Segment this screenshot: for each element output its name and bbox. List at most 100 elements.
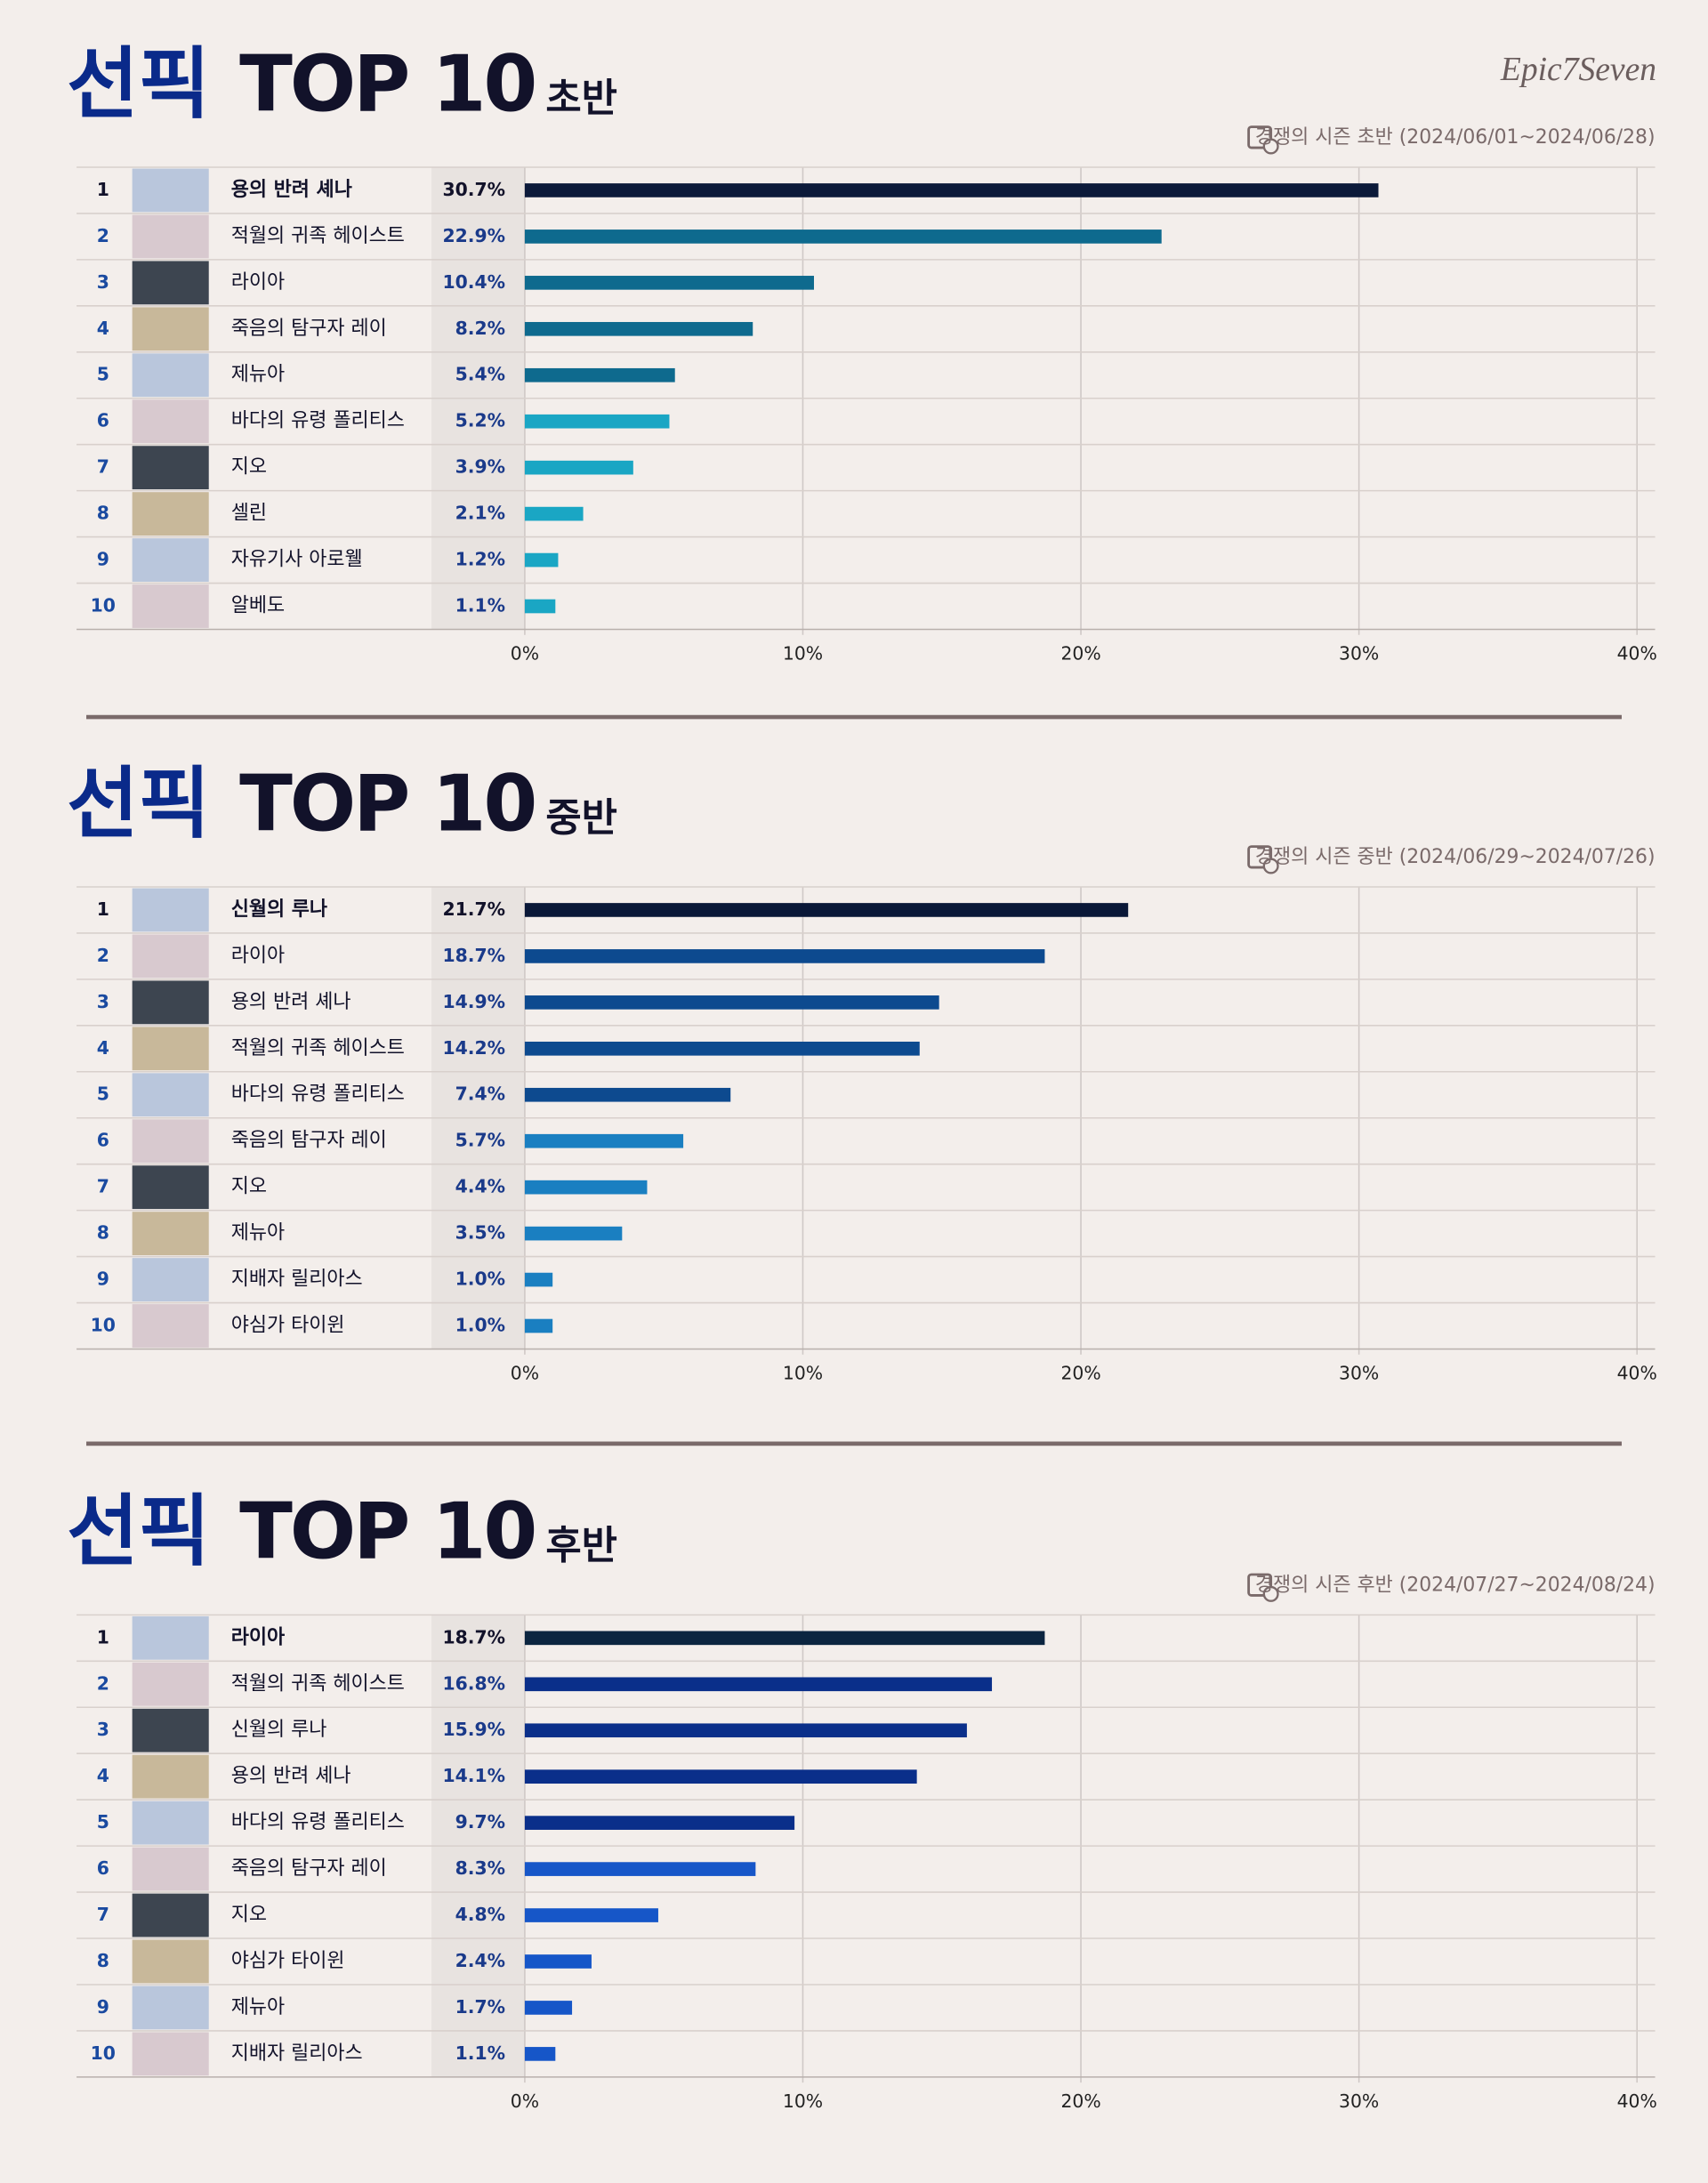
value-label: 4.4% <box>455 1176 505 1197</box>
value-label: 21.7% <box>442 898 505 920</box>
avatar <box>132 1212 209 1256</box>
character-name: 제뉴아 <box>231 364 285 386</box>
rank: 3 <box>97 271 109 293</box>
calendar-icon <box>1247 125 1273 149</box>
x-tick-label: 20% <box>1060 643 1100 665</box>
rank: 5 <box>97 1083 109 1105</box>
title-phase: 중반 <box>545 795 617 841</box>
character-name: 적월의 귀족 헤이스트 <box>231 225 405 247</box>
calendar-clock <box>1262 1585 1279 1602</box>
avatar <box>132 353 209 398</box>
title-phase: 초반 <box>545 76 617 121</box>
value-label: 1.7% <box>455 1996 505 2018</box>
rank: 9 <box>97 549 109 570</box>
value-label: 1.2% <box>455 549 505 570</box>
title: 선픽 <box>67 38 210 129</box>
avatar <box>132 492 209 536</box>
rank: 6 <box>97 1130 109 1151</box>
rank: 9 <box>97 1269 109 1290</box>
character-name: 셀린 <box>231 503 267 525</box>
avatar <box>132 1304 209 1348</box>
character-name: 바다의 유령 폴리티스 <box>231 410 405 432</box>
bar <box>524 460 633 475</box>
avatar <box>132 1615 209 1660</box>
x-tick-label: 40% <box>1617 643 1657 665</box>
avatar <box>132 399 209 444</box>
character-name: 용의 반려 셰나 <box>231 1765 351 1787</box>
value-label: 30.7% <box>442 179 505 200</box>
calendar-icon <box>1247 845 1273 869</box>
bar <box>524 949 1045 963</box>
bar <box>524 1226 623 1241</box>
bar <box>524 183 1379 197</box>
character-name: 신월의 루나 <box>231 898 327 921</box>
character-name: 용의 반려 셰나 <box>231 179 352 201</box>
bar <box>524 506 584 521</box>
x-tick-label: 20% <box>1060 2090 1100 2112</box>
bar <box>524 1041 920 1056</box>
character-name: 야심가 타이윈 <box>231 1950 345 1972</box>
title-main: TOP 10 <box>239 758 535 849</box>
rank: 2 <box>97 945 109 966</box>
avatar <box>132 1073 209 1117</box>
rank: 1 <box>97 179 109 200</box>
character-name: 지오 <box>231 1176 267 1198</box>
character-name: 죽음의 탐구자 레이 <box>231 1130 387 1152</box>
rank: 4 <box>97 1037 109 1059</box>
x-tick-label: 40% <box>1617 2090 1657 2112</box>
x-tick-label: 30% <box>1339 643 1379 665</box>
value-label: 3.5% <box>455 1222 505 1244</box>
value-label: 9.7% <box>455 1811 505 1833</box>
calendar-clock <box>1262 138 1279 155</box>
rank: 6 <box>97 1857 109 1879</box>
character-name: 야심가 타이윈 <box>231 1315 345 1337</box>
value-label: 2.4% <box>455 1950 505 1971</box>
rank: 7 <box>97 1904 109 1925</box>
bar <box>524 1908 658 1922</box>
x-tick-label: 0% <box>511 2090 539 2112</box>
x-tick-label: 40% <box>1617 1363 1657 1384</box>
bar <box>524 1816 795 1830</box>
rank: 5 <box>97 1811 109 1833</box>
avatar <box>132 980 209 1025</box>
character-name: 지오 <box>231 456 267 479</box>
avatar <box>132 2032 209 2076</box>
bar <box>524 599 556 614</box>
x-tick-label: 0% <box>511 643 539 665</box>
bar <box>524 1180 648 1195</box>
rank: 4 <box>97 1765 109 1786</box>
rank: 10 <box>91 1315 116 1336</box>
rank: 9 <box>97 1996 109 2018</box>
value-label: 16.8% <box>442 1672 505 1694</box>
value-label: 18.7% <box>442 1626 505 1647</box>
value-label: 1.1% <box>455 2042 505 2064</box>
value-label: 2.1% <box>455 503 505 524</box>
bar <box>524 367 675 383</box>
avatar <box>132 1258 209 1301</box>
calendar-clock <box>1262 858 1279 874</box>
title-phase: 후반 <box>545 1523 617 1568</box>
bar <box>524 321 753 336</box>
character-name: 죽음의 탐구자 레이 <box>231 1857 387 1880</box>
character-name: 지배자 릴리아스 <box>231 1269 363 1291</box>
value-label: 18.7% <box>442 945 505 966</box>
value-label: 1.1% <box>455 595 505 616</box>
avatar <box>132 168 209 213</box>
rank: 8 <box>97 503 109 524</box>
bar <box>524 1769 917 1784</box>
bar <box>524 2047 556 2061</box>
rank: 1 <box>97 1626 109 1647</box>
value-label: 5.7% <box>455 1130 505 1151</box>
rank: 6 <box>97 410 109 431</box>
avatar <box>132 1754 209 1799</box>
character-name: 용의 반려 셰나 <box>231 991 351 1013</box>
character-name: 적월의 귀족 헤이스트 <box>231 1037 405 1059</box>
rank: 8 <box>97 1222 109 1244</box>
value-label: 5.2% <box>455 410 505 431</box>
bar <box>524 903 1129 917</box>
rank: 3 <box>97 1719 109 1740</box>
value-label: 22.9% <box>442 225 505 246</box>
